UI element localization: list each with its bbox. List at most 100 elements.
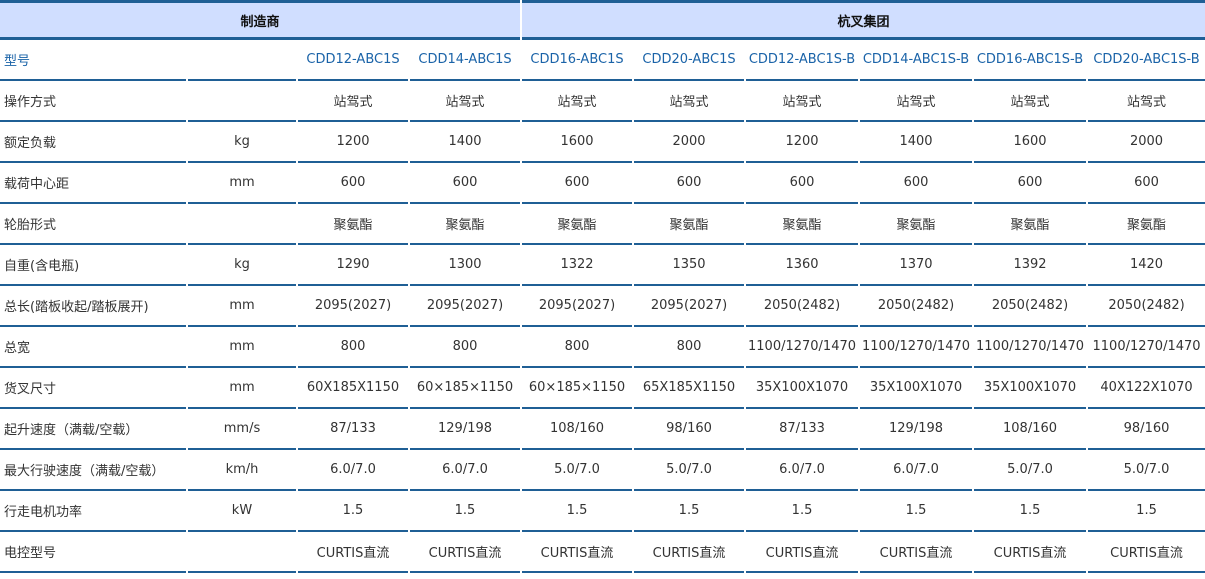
row-label: 操作方式 [0, 81, 186, 122]
row-unit [188, 204, 296, 245]
cell-value: 站驾式 [974, 81, 1087, 122]
cell-value: CDD14-ABC1S-B [860, 40, 973, 81]
cell-value: 1.5 [410, 491, 521, 532]
cell-value: 1350 [634, 245, 745, 286]
cell-value: 108/160 [974, 409, 1087, 450]
table-row: 载荷中心距 mm 600 600 600 600 600 600 600 600 [0, 163, 1205, 204]
cell-value: 聚氨酯 [974, 204, 1087, 245]
cell-value: 1300 [410, 245, 521, 286]
cell-value: 6.0/7.0 [298, 450, 408, 491]
row-label: 行走电机功率 [0, 491, 186, 532]
table-row: 电控型号 CURTIS直流 CURTIS直流 CURTIS直流 CURTIS直流 CURT… [0, 532, 1205, 573]
cell-value: 800 [298, 327, 408, 368]
cell-value: 60×185×1150 [522, 368, 633, 409]
row-unit [188, 81, 296, 122]
cell-value: 1392 [974, 245, 1087, 286]
cell-value: 600 [746, 163, 859, 204]
row-label: 货叉尺寸 [0, 368, 186, 409]
row-label: 自重(含电瓶) [0, 245, 186, 286]
manufacturer-name: 杭叉集团 [522, 0, 1205, 40]
cell-value: 129/198 [410, 409, 521, 450]
table-row: 行走电机功率 kW 1.5 1.5 1.5 1.5 1.5 1.5 1.5 1.5 [0, 491, 1205, 532]
cell-value: 聚氨酯 [634, 204, 745, 245]
cell-value: 5.0/7.0 [974, 450, 1087, 491]
cell-value: 60×185×1150 [410, 368, 521, 409]
table-row: 总宽 mm 800 800 800 800 1100/1270/1470 1100/1270/… [0, 327, 1205, 368]
cell-value: CURTIS直流 [974, 532, 1087, 573]
cell-value: 站驾式 [746, 81, 859, 122]
cell-value: 聚氨酯 [298, 204, 408, 245]
row-label: 电控型号 [0, 532, 186, 573]
row-unit [188, 40, 296, 81]
row-label: 最大行驶速度（满载/空载） [0, 450, 186, 491]
cell-value: 2095(2027) [634, 286, 745, 327]
cell-value: 40X122X1070 [1088, 368, 1205, 409]
cell-value: 站驾式 [860, 81, 973, 122]
cell-value: 129/198 [860, 409, 973, 450]
cell-value: 5.0/7.0 [634, 450, 745, 491]
row-unit: km/h [188, 450, 296, 491]
cell-value: 800 [410, 327, 521, 368]
cell-value: 1370 [860, 245, 973, 286]
cell-value: 2050(2482) [746, 286, 859, 327]
row-unit: mm/s [188, 409, 296, 450]
cell-value: 98/160 [634, 409, 745, 450]
cell-value: 1.5 [974, 491, 1087, 532]
cell-value: 1600 [974, 122, 1087, 163]
cell-value: 35X100X1070 [860, 368, 973, 409]
cell-value: 2095(2027) [522, 286, 633, 327]
cell-value: CDD12-ABC1S-B [746, 40, 859, 81]
cell-value: 600 [974, 163, 1087, 204]
manufacturer-label: 制造商 [0, 0, 521, 40]
cell-value: 600 [1088, 163, 1205, 204]
row-label: 总宽 [0, 327, 186, 368]
table-row: 最大行驶速度（满载/空载） km/h 6.0/7.0 6.0/7.0 5.0/7.0 5.… [0, 450, 1205, 491]
cell-value: 1.5 [634, 491, 745, 532]
cell-value: 聚氨酯 [746, 204, 859, 245]
row-unit: mm [188, 163, 296, 204]
cell-value: CDD14-ABC1S [410, 40, 521, 81]
cell-value: 35X100X1070 [974, 368, 1087, 409]
row-unit: mm [188, 327, 296, 368]
cell-value: 1200 [746, 122, 859, 163]
cell-value: 聚氨酯 [860, 204, 973, 245]
table-row: 轮胎形式 聚氨酯 聚氨酯 聚氨酯 聚氨酯 聚氨酯 聚氨酯 聚氨酯 聚氨酯 [0, 204, 1205, 245]
cell-value: 6.0/7.0 [746, 450, 859, 491]
cell-value: 1.5 [522, 491, 633, 532]
cell-value: 聚氨酯 [522, 204, 633, 245]
cell-value: 5.0/7.0 [522, 450, 633, 491]
cell-value: 1.5 [298, 491, 408, 532]
header-row: 制造商 杭叉集团 [0, 0, 1205, 40]
row-unit [188, 532, 296, 573]
cell-value: 65X185X1150 [634, 368, 745, 409]
cell-value: 1100/1270/1470 [860, 327, 973, 368]
cell-value: 2000 [634, 122, 745, 163]
cell-value: 聚氨酯 [1088, 204, 1205, 245]
cell-value: CURTIS直流 [410, 532, 521, 573]
cell-value: 98/160 [1088, 409, 1205, 450]
cell-value: 1322 [522, 245, 633, 286]
cell-value: 1360 [746, 245, 859, 286]
table-row: 自重(含电瓶) kg 1290 1300 1322 1350 1360 1370 1392 142… [0, 245, 1205, 286]
cell-value: 2095(2027) [410, 286, 521, 327]
cell-value: 87/133 [298, 409, 408, 450]
row-label: 轮胎形式 [0, 204, 186, 245]
cell-value: CURTIS直流 [1088, 532, 1205, 573]
table-row: 操作方式 站驾式 站驾式 站驾式 站驾式 站驾式 站驾式 站驾式 站驾式 [0, 81, 1205, 122]
cell-value: 1400 [860, 122, 973, 163]
cell-value: CDD16-ABC1S [522, 40, 633, 81]
cell-value: CURTIS直流 [860, 532, 973, 573]
cell-value: 108/160 [522, 409, 633, 450]
cell-value: 6.0/7.0 [410, 450, 521, 491]
table-row: 起升速度（满载/空载） mm/s 87/133 129/198 108/160 98/16… [0, 409, 1205, 450]
cell-value: 1.5 [746, 491, 859, 532]
table-row: 型号 CDD12-ABC1S CDD14-ABC1S CDD16-ABC1S CDD20… [0, 40, 1205, 81]
table-row: 总长(踏板收起/踏板展开) mm 2095(2027) 2095(2027) 2095(… [0, 286, 1205, 327]
spec-rows: 型号 CDD12-ABC1S CDD14-ABC1S CDD16-ABC1S CDD20… [0, 40, 1205, 573]
row-unit: mm [188, 368, 296, 409]
row-label: 额定负载 [0, 122, 186, 163]
cell-value: 1420 [1088, 245, 1205, 286]
cell-value: CDD20-ABC1S-B [1088, 40, 1205, 81]
cell-value: 2000 [1088, 122, 1205, 163]
